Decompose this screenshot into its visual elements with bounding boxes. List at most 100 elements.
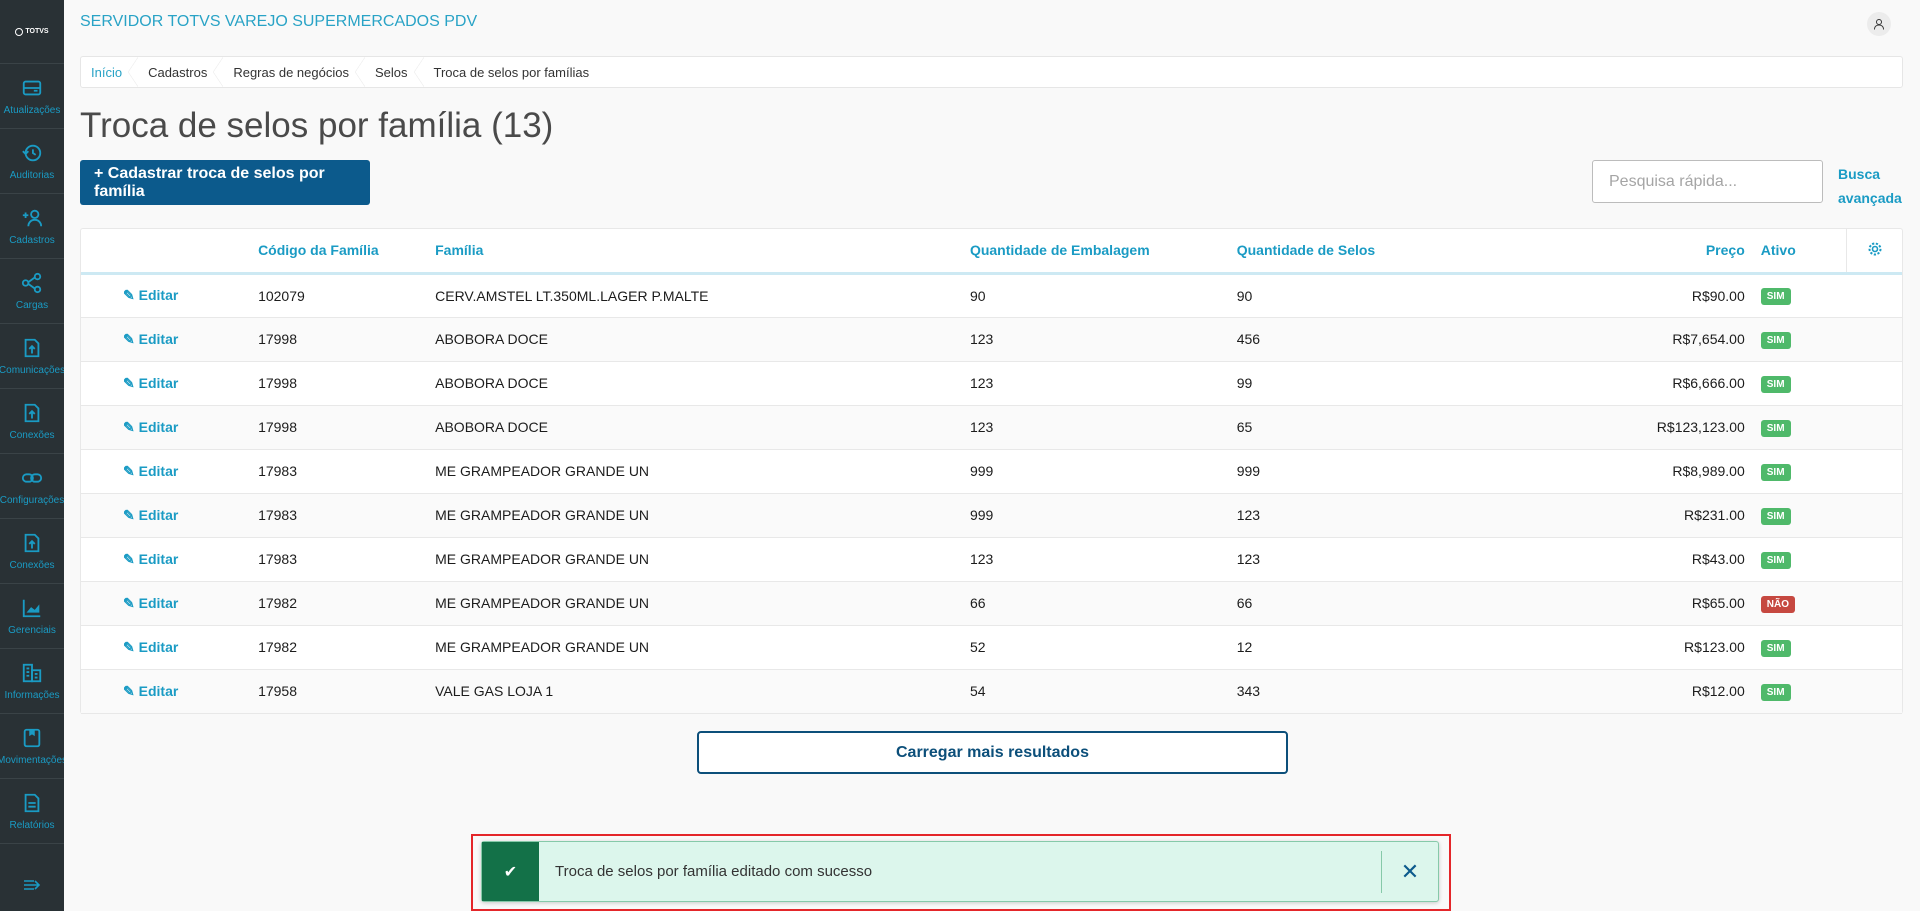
close-icon[interactable]: ✕ xyxy=(1400,858,1420,884)
sidebar-item-label: Atualizações xyxy=(3,104,61,116)
table-cell: 456 xyxy=(1236,317,1596,362)
edit-label: Editar xyxy=(138,418,179,435)
column-header[interactable]: Código da Família xyxy=(258,229,436,275)
breadcrumb-item[interactable]: Início xyxy=(81,57,139,87)
breadcrumb-item[interactable]: Regras de negócios xyxy=(223,57,365,87)
edit-button[interactable]: ✎ Editar xyxy=(81,361,259,406)
edit-button[interactable]: ✎ Editar xyxy=(81,669,259,714)
logo-text: TOTVS xyxy=(25,28,49,35)
pencil-icon: ✎ xyxy=(123,462,135,479)
user-avatar[interactable] xyxy=(1867,12,1891,36)
breadcrumb-item[interactable]: Cadastros xyxy=(138,57,224,87)
edit-button[interactable]: ✎ Editar xyxy=(81,581,259,626)
table-cell: ABOBORA DOCE xyxy=(435,317,970,362)
status-badge: SIM xyxy=(1760,331,1791,349)
sidebar-item-auditorias[interactable]: Auditorias xyxy=(0,129,64,194)
pencil-icon: ✎ xyxy=(123,550,135,567)
advanced-search-link[interactable]: Busca avançada xyxy=(1838,166,1902,206)
app-title: SERVIDOR TOTVS VAREJO SUPERMERCADOS PDV xyxy=(80,13,478,30)
load-more-button[interactable]: Carregar mais resultados xyxy=(697,731,1288,774)
table-row: ✎ Editar 17958 VALE GAS LOJA 1 54 343 R$12.00… xyxy=(81,669,1902,714)
table-settings-button[interactable] xyxy=(1846,229,1902,275)
table-cell: ME GRAMPEADOR GRANDE UN xyxy=(435,493,970,538)
column-header[interactable]: Quantidade de Selos xyxy=(1236,229,1596,275)
edit-label: Editar xyxy=(138,330,179,347)
sidebar-item-label: Auditorias xyxy=(9,169,55,181)
edit-button[interactable]: ✎ Editar xyxy=(81,493,259,538)
column-header[interactable]: Ativo xyxy=(1760,229,1847,275)
table-cell: 123 xyxy=(969,537,1237,582)
table-cell: ABOBORA DOCE xyxy=(435,405,970,450)
edit-button[interactable]: ✎ Editar xyxy=(81,317,259,362)
sidebar-item-conexoes[interactable]: Conexões xyxy=(0,389,64,454)
edit-button[interactable]: ✎ Editar xyxy=(81,273,259,318)
table-cell: R$8,989.00 xyxy=(1595,449,1761,494)
data-table: Código da Família Família Quantidade de Em… xyxy=(80,228,1903,714)
divider xyxy=(1381,850,1382,893)
add-user-icon xyxy=(22,209,43,226)
sidebar-item-cargas[interactable]: Cargas xyxy=(0,259,64,324)
table-row: ✎ Editar 17983 ME GRAMPEADOR GRANDE UN 999 9… xyxy=(81,449,1902,494)
toast-message: Troca de selos por família editado com s… xyxy=(555,863,873,880)
table-cell: CERV.AMSTEL LT.350ML.LAGER P.MALTE xyxy=(435,273,970,318)
table-cell: R$123.00 xyxy=(1595,625,1761,670)
table-cell: 999 xyxy=(969,449,1237,494)
edit-label: Editar xyxy=(138,374,179,391)
status-badge: SIM xyxy=(1760,507,1791,525)
table-cell: ME GRAMPEADOR GRANDE UN xyxy=(435,625,970,670)
breadcrumb-item[interactable]: Selos xyxy=(365,57,424,87)
edit-label: Editar xyxy=(138,682,179,699)
check-icon: ✔ xyxy=(482,842,539,901)
sidebar-item-label: Relatórios xyxy=(9,819,55,831)
sidebar-item-relatorios[interactable]: Relatórios xyxy=(0,779,64,844)
status-badge: SIM xyxy=(1760,288,1791,305)
column-header[interactable]: Preço xyxy=(1595,229,1761,275)
add-family-stamp-exchange-button[interactable]: + Cadastrar troca de selos por família xyxy=(80,160,370,205)
sidebar-item-label: Cargas xyxy=(15,299,49,311)
column-header[interactable]: Família xyxy=(435,229,970,275)
success-toast: ✔ Troca de selos por família editado com… xyxy=(481,841,1439,902)
table-cell: 90 xyxy=(969,273,1237,318)
quick-search xyxy=(1592,160,1823,203)
table-cell: 90 xyxy=(1236,273,1596,318)
table-cell: 65 xyxy=(1236,405,1596,450)
pencil-icon: ✎ xyxy=(123,594,135,611)
column-header[interactable]: Quantidade de Embalagem xyxy=(969,229,1237,275)
sidebar-item-gerenciais[interactable]: Gerenciais xyxy=(0,584,64,649)
pencil-icon: ✎ xyxy=(123,330,135,347)
table-row: ✎ Editar 17982 ME GRAMPEADOR GRANDE UN 66 66… xyxy=(81,581,1902,626)
sidebar-item-movimentacoes[interactable]: Movimentações xyxy=(0,714,64,779)
collapse-menu-icon[interactable] xyxy=(0,878,64,897)
table-cell: 123 xyxy=(1236,493,1596,538)
sidebar-item-configuracoes[interactable]: Configurações xyxy=(0,454,64,519)
sidebar-item-atualizacoes[interactable]: Atualizações xyxy=(0,64,64,129)
edit-label: Editar xyxy=(138,550,179,567)
pencil-icon: ✎ xyxy=(123,287,135,303)
table-row: ✎ Editar 17998 ABOBORA DOCE 123 456 R$7,654.0… xyxy=(81,317,1902,362)
table-cell: R$12.00 xyxy=(1595,669,1761,714)
sidebar-item-label: Cadastros xyxy=(9,234,55,246)
table-cell: VALE GAS LOJA 1 xyxy=(435,669,970,714)
table-cell: 102079 xyxy=(258,273,436,318)
book-icon xyxy=(23,728,41,747)
edit-button[interactable]: ✎ Editar xyxy=(81,625,259,670)
table-cell: 123 xyxy=(1236,537,1596,582)
table-cell: 12 xyxy=(1236,625,1596,670)
toast-highlight xyxy=(471,834,1451,911)
edit-button[interactable]: ✎ Editar xyxy=(81,405,259,450)
table-cell: 52 xyxy=(969,625,1237,670)
edit-button[interactable]: ✎ Editar xyxy=(81,537,259,582)
edit-button[interactable]: ✎ Editar xyxy=(81,449,259,494)
table-row: ✎ Editar 17998 ABOBORA DOCE 123 65 R$123,123.… xyxy=(81,405,1902,450)
search-input[interactable] xyxy=(1609,172,1816,191)
breadcrumb: Início Cadastros Regras de negócios Selos Tr… xyxy=(80,56,1903,88)
table-cell: R$6,666.00 xyxy=(1595,361,1761,406)
pencil-icon: ✎ xyxy=(123,638,135,655)
status-badge: SIM xyxy=(1760,463,1791,481)
sidebar-item-informacoes[interactable]: Informações xyxy=(0,649,64,714)
sidebar-item-conexoes[interactable]: Conexões xyxy=(0,519,64,584)
table-cell: 123 xyxy=(969,361,1237,406)
pencil-icon: ✎ xyxy=(123,506,135,523)
sidebar-item-cadastros[interactable]: Cadastros xyxy=(0,194,64,259)
sidebar-item-comunicacoes[interactable]: Comunicações xyxy=(0,324,64,389)
